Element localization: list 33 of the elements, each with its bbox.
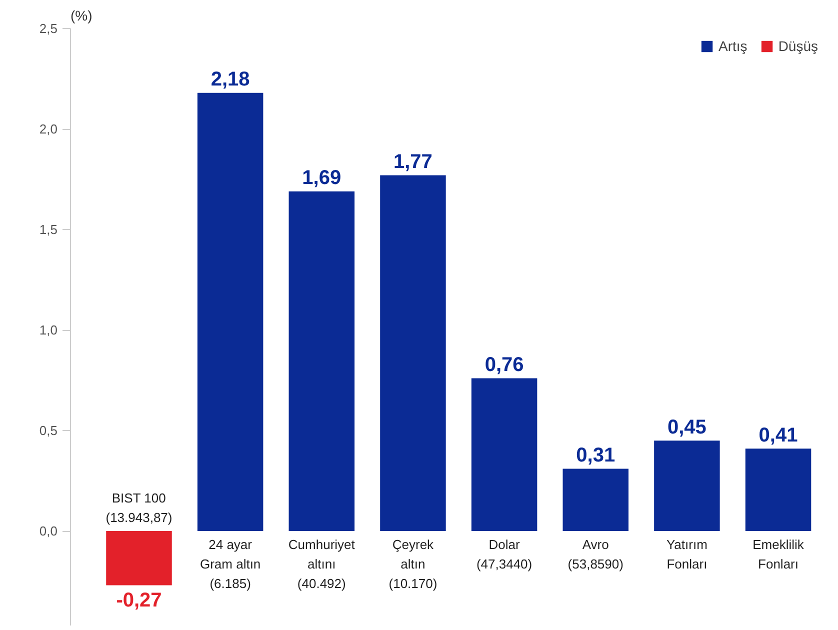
legend-label: Artış: [718, 38, 748, 54]
data-label: -0,27: [116, 589, 162, 612]
y-tick-label: 0,5: [39, 423, 58, 438]
y-tick-label: 2,5: [39, 21, 58, 36]
x-tick-label: Dolar (47,3440): [476, 536, 532, 572]
data-label: 0,41: [758, 424, 798, 446]
data-label: 0,76: [484, 354, 524, 376]
legend-label: Düşüş: [778, 38, 818, 54]
data-label: 1,69: [302, 167, 342, 190]
bar: [197, 92, 264, 532]
data-label: 2,18: [210, 68, 250, 91]
y-tick-label: 2,0: [39, 122, 58, 137]
bar: [288, 191, 355, 532]
x-tick-label: 24 ayar Gram altın (6.185): [200, 536, 261, 591]
x-tick-label: Yatırım Fonları: [666, 536, 708, 572]
y-axis-title: (%): [70, 8, 92, 24]
y-tick-label: 1,5: [39, 222, 58, 238]
x-tick-label: Cumhuriyet altını (40.492): [288, 536, 356, 591]
y-tick-label: 1,0: [39, 322, 58, 338]
x-tick-label: BIST 100 (13.943,87): [106, 490, 172, 526]
bar: [745, 448, 812, 532]
x-tick-label: Emeklilik Fonları: [752, 536, 804, 572]
y-tick-label: 0,0: [39, 524, 58, 539]
x-tick-label: Çeyrek altın (10.170): [388, 536, 438, 591]
data-label: 0,31: [576, 444, 616, 467]
bar: [471, 378, 538, 532]
data-label: 0,45: [667, 416, 706, 438]
bar: [654, 440, 720, 532]
bar: [106, 531, 172, 586]
bar: [380, 175, 446, 532]
data-label: 1,77: [394, 151, 432, 174]
bar: [562, 468, 628, 532]
x-tick-label: Avro (53,8590): [568, 536, 624, 572]
